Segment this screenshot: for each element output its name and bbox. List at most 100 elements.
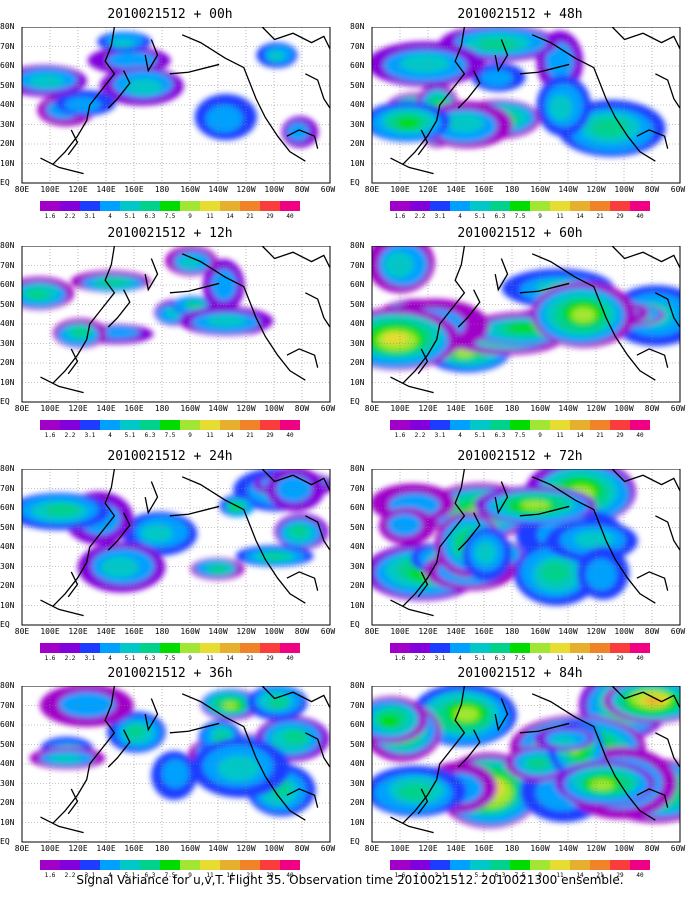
longitude-label: 160W: [180, 404, 200, 413]
longitude-label: 80W: [294, 404, 310, 413]
colorbar-label: 9: [538, 872, 542, 879]
colorbar-label: 3.1: [84, 432, 96, 439]
colorbar-label: 7.5: [514, 872, 526, 879]
latitude-label: 80N: [350, 464, 365, 473]
longitude-label: 140W: [558, 627, 578, 636]
coastline: [181, 476, 306, 604]
longitude-label: 80E: [364, 404, 380, 413]
colorbar-label: 4: [108, 432, 112, 439]
colorbar-label: 14: [576, 872, 584, 879]
latitude-label: EQ: [350, 178, 360, 187]
colorbar-swatch: [610, 420, 630, 430]
longitude-label: 100E: [390, 185, 410, 194]
colorbar-label: 4: [108, 655, 112, 662]
map-frame: [21, 686, 331, 843]
colorbar-swatch: [240, 860, 260, 870]
coastline: [261, 686, 330, 709]
colorbar-label: 29: [616, 872, 624, 879]
colorbar-label: 5.1: [124, 655, 136, 662]
coastline: [494, 481, 509, 515]
longitude-label: 160E: [474, 844, 494, 853]
colorbar-swatch: [100, 201, 120, 211]
latitude-label: 80N: [0, 22, 15, 31]
map-panel: 2010021512 + 84h 80N 70N 60N 50N 40N 30N 20N 10N…: [350, 664, 690, 886]
variance-contour: [25, 288, 49, 300]
latitude-label: 20N: [350, 581, 365, 590]
longitude-label: 180: [154, 404, 170, 413]
colorbar-swatch: [390, 643, 410, 653]
coastline: [305, 515, 330, 551]
latitude-label: 70N: [0, 260, 15, 270]
colorbar-swatch: [390, 420, 410, 430]
colorbar-swatch: [40, 201, 60, 211]
coastline: [611, 686, 680, 709]
longitude-axis: 80E 100E 120E 140E 160E 180 160W 140W 120W 100W 80…: [350, 185, 690, 195]
colorbar-label: 7.5: [514, 213, 526, 220]
colorbar-label: 1.6: [44, 655, 56, 662]
latitude-label: 70N: [0, 41, 15, 51]
variance-contour: [574, 530, 614, 549]
colorbar-label: 3.1: [434, 872, 446, 879]
variance-contour: [571, 307, 596, 323]
colorbar-label: 7.5: [164, 213, 176, 220]
colorbar-labels: 1.6 2.2 3.1 4 5.1 6.3 7.5 9 11 14 21 29 40: [390, 872, 650, 882]
colorbar-swatch: [120, 420, 140, 430]
colorbar-label: 9: [538, 213, 542, 220]
colorbar: [40, 201, 300, 211]
longitude-label: 140E: [96, 844, 116, 853]
latitude-label: 30N: [350, 119, 365, 129]
coastline: [107, 70, 131, 109]
longitude-label: 180: [154, 844, 170, 853]
coastline: [531, 476, 656, 604]
colorbar-label: 4: [458, 872, 462, 879]
latitude-label: 60N: [350, 503, 365, 512]
longitude-label: 140E: [96, 185, 116, 194]
longitude-label: 120E: [418, 844, 438, 853]
latitude-label: 60N: [0, 720, 15, 729]
colorbar-swatch: [550, 860, 570, 870]
colorbar-swatch: [120, 201, 140, 211]
colorbar-label: 11: [206, 213, 214, 220]
longitude-label: 60W: [670, 185, 686, 194]
variance-map: [371, 469, 681, 626]
latitude-label: 30N: [0, 338, 15, 348]
longitude-label: 120E: [418, 404, 438, 413]
longitude-label: 80E: [14, 185, 30, 194]
colorbar-label: 11: [556, 213, 564, 220]
colorbar-swatch: [570, 201, 590, 211]
coastline: [417, 348, 429, 375]
coastline: [181, 693, 306, 821]
variance-map: [21, 27, 331, 184]
colorbar-label: 4: [458, 432, 462, 439]
latitude-label: 50N: [0, 299, 15, 309]
colorbar-label: 4: [108, 213, 112, 220]
variance-contour: [287, 122, 310, 142]
coastline: [390, 599, 434, 617]
latitude-label: 50N: [350, 299, 365, 309]
colorbar-swatch: [570, 420, 590, 430]
colorbar-label: 4: [458, 655, 462, 662]
coastline: [181, 34, 306, 162]
coastline: [390, 157, 434, 175]
colorbar-swatch: [490, 201, 510, 211]
colorbar-swatch: [280, 201, 300, 211]
variance-contour: [124, 725, 145, 739]
colorbar-swatch: [530, 201, 550, 211]
coastline: [52, 686, 116, 824]
colorbar-swatch: [220, 201, 240, 211]
variance-map: [371, 27, 681, 184]
colorbar-swatch: [530, 860, 550, 870]
colorbar-label: 7.5: [164, 655, 176, 662]
latitude-label: 40N: [0, 542, 15, 551]
longitude-axis: 80E 100E 120E 140E 160E 180 160W 140W 120W 100W 80…: [0, 185, 340, 195]
map-frame: [371, 246, 681, 403]
coastline: [40, 376, 84, 394]
coastline: [169, 505, 220, 517]
variance-contour: [59, 691, 116, 718]
colorbar-label: 1.6: [44, 213, 56, 220]
variance-contour: [480, 69, 514, 87]
colorbar-swatch: [120, 860, 140, 870]
variance-contour: [384, 252, 414, 278]
longitude-label: 80E: [14, 404, 30, 413]
colorbar-label: 40: [636, 872, 644, 879]
